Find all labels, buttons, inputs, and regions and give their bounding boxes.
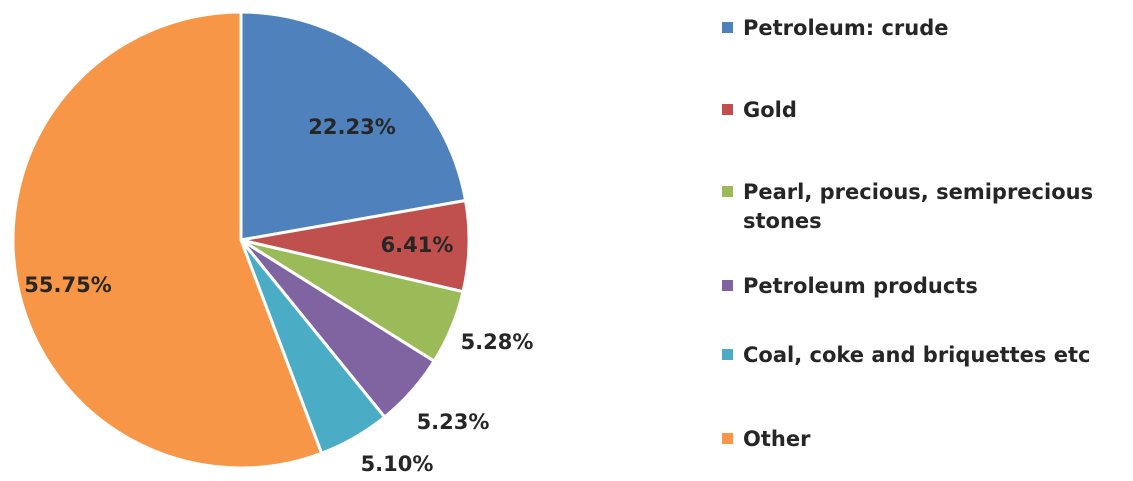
legend-item: Pearl, precious, semiprecious stones	[722, 178, 1128, 236]
pie-slice-petroleum-crude	[239, 10, 468, 242]
data-label-gold: 6.41%	[381, 233, 454, 257]
legend-label: Petroleum: crude	[743, 16, 949, 40]
legend-swatch	[722, 349, 733, 360]
legend-label: Other	[743, 427, 811, 451]
legend-item: Petroleum products	[722, 272, 1128, 301]
legend-swatch	[722, 280, 733, 291]
legend-item: Coal, coke and briquettes etc	[722, 341, 1128, 370]
pie-chart: 22.23% 6.41% 5.28% 5.23% 5.10% 55.75%	[11, 10, 534, 476]
data-label-other: 55.75%	[24, 273, 111, 297]
legend-swatch	[722, 186, 733, 197]
legend-label: Gold	[743, 98, 797, 122]
data-label-petroleum-crude: 22.23%	[308, 115, 395, 139]
legend-label: Pearl, precious, semiprecious stones	[743, 180, 1094, 233]
legend-swatch	[722, 104, 733, 115]
data-label-petroleum-products: 5.23%	[417, 410, 490, 434]
data-label-pearl-precious-semiprecious-stones: 5.28%	[461, 330, 534, 354]
legend-item: Petroleum: crude	[722, 14, 1128, 43]
data-label-coal-coke-and-briquettes-etc: 5.10%	[361, 452, 434, 476]
legend-label: Petroleum products	[743, 274, 978, 298]
legend-item: Other	[722, 425, 1128, 454]
legend-swatch	[722, 22, 733, 33]
legend-swatch	[722, 433, 733, 444]
legend-label: Coal, coke and briquettes etc	[743, 343, 1091, 367]
legend-item: Gold	[722, 96, 1128, 125]
pie-slice-other	[11, 10, 324, 470]
